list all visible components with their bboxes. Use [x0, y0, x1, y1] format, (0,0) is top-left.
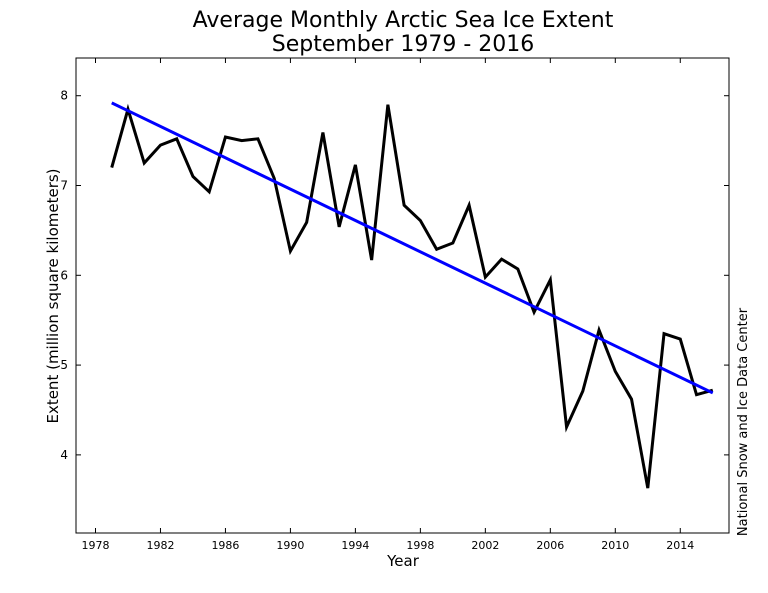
plot-frame [75, 57, 730, 534]
source-label: National Snow and Ice Data Center [736, 307, 751, 536]
x-tick-label: 1978 [81, 539, 109, 552]
y-tick-label: 5 [60, 358, 68, 372]
extent-line [110, 103, 714, 489]
y-axis-label: Extent (million square kilometers) [44, 168, 62, 423]
x-tick-label: 2006 [536, 539, 564, 552]
x-tick-label: 1986 [211, 539, 239, 552]
x-tick-label: 1994 [341, 539, 369, 552]
x-tick-label: 1998 [406, 539, 434, 552]
x-axis-label: Year [386, 552, 420, 570]
x-tick-label: 2002 [471, 539, 499, 552]
x-tick-label: 1990 [276, 539, 304, 552]
y-tick-label: 4 [60, 448, 68, 462]
y-tick-label: 7 [60, 179, 68, 193]
x-tick-label: 2014 [666, 539, 694, 552]
x-tick-label: 1982 [146, 539, 174, 552]
y-tick-label: 6 [60, 268, 68, 282]
trend-line [111, 101, 714, 395]
y-tick-label: 8 [60, 89, 68, 103]
x-tick-label: 2010 [601, 539, 629, 552]
chart-title: Average Monthly Arctic Sea Ice Extent [193, 8, 614, 33]
chart-subtitle: September 1979 - 2016 [272, 32, 535, 57]
